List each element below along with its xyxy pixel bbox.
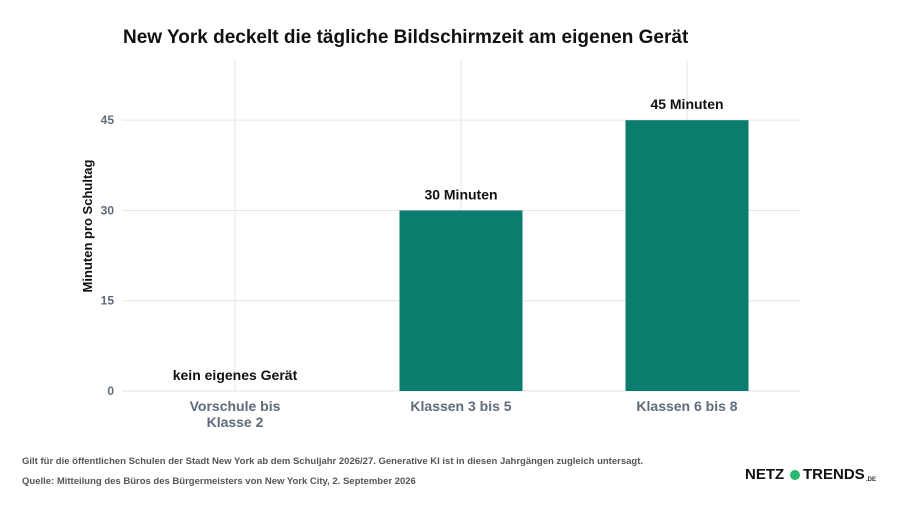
data-label: kein eigenes Gerät xyxy=(173,367,298,383)
y-tick-label: 45 xyxy=(101,113,115,127)
y-tick-label: 15 xyxy=(101,294,115,308)
y-axis-label: Minuten pro Schultag xyxy=(80,160,95,293)
x-tick-label: Klassen 3 bis 5 xyxy=(410,398,511,414)
bars xyxy=(399,120,749,391)
bar xyxy=(399,210,523,391)
logo-suffix-text: .DE xyxy=(866,477,876,483)
footnote: Gilt für die öffentlichen Schulen der St… xyxy=(22,456,643,467)
data-label: 45 Minuten xyxy=(650,96,723,112)
bar xyxy=(625,120,749,391)
source-note: Quelle: Mitteilung des Büros des Bürgerm… xyxy=(22,476,416,487)
x-tick-label: Klassen 6 bis 8 xyxy=(636,398,737,414)
logo-right-text: TRENDS xyxy=(803,466,865,483)
data-labels: kein eigenes Gerät 30 Minuten 45 Minuten xyxy=(173,96,724,383)
chart-title: New York deckelt die tägliche Bildschirm… xyxy=(123,27,689,48)
logo-dot-icon xyxy=(790,470,800,480)
data-label: 30 Minuten xyxy=(424,186,497,202)
x-axis-ticks: Vorschule bis Klasse 2 Klassen 3 bis 5 Klas… xyxy=(190,398,738,430)
logo-left-text: NETZ xyxy=(745,466,784,483)
y-axis-ticks: 0 15 30 45 xyxy=(101,113,115,398)
x-tick-label: Vorschule bis Klasse 2 xyxy=(190,398,281,430)
brand-logo: NETZ TRENDS .DE xyxy=(745,466,876,483)
y-tick-label: 0 xyxy=(107,384,114,398)
y-tick-label: 30 xyxy=(101,203,115,217)
